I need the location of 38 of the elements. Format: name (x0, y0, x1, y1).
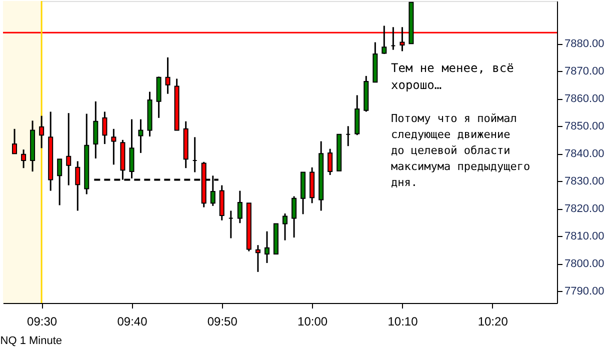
candlestick (282, 212, 288, 242)
candlestick (93, 100, 98, 160)
candlestick (292, 196, 297, 238)
y-tick-label: 7830.00 (564, 176, 604, 188)
candlestick (66, 112, 72, 186)
candlestick (328, 148, 333, 176)
candlestick (382, 25, 387, 55)
x-tick-label: 10:10 (388, 314, 418, 328)
x-tick-label: 10:00 (298, 314, 328, 328)
candlestick (111, 128, 116, 166)
x-tick-label: 09:40 (117, 314, 148, 328)
candlestick (75, 160, 80, 212)
annotation: Тем не менее, всё хорошо… (391, 61, 514, 92)
y-tick-label: 7840.00 (564, 148, 604, 160)
y-tick-label: 7790.00 (564, 286, 604, 298)
y-tick-label: 7810.00 (564, 230, 604, 243)
y-tick-label: 7860.00 (564, 93, 604, 106)
candlestick (165, 56, 170, 95)
candlestick (57, 158, 62, 206)
x-tick-label: 09:50 (207, 314, 238, 328)
candlestick (138, 118, 144, 154)
candlestick (264, 230, 270, 264)
candlestick (237, 190, 242, 224)
annotation: Потому что я поймал следующее движение до целевой области максимума предыдущего дня. (391, 112, 530, 189)
candlestick (129, 118, 134, 180)
y-tick-label: 7880.00 (564, 38, 604, 50)
y-tick-label: 7850.00 (564, 120, 604, 133)
candlestick (21, 148, 26, 169)
x-tick-label: 10:20 (478, 314, 508, 328)
y-tick-label: 7870.00 (564, 66, 604, 78)
y-tick-label: 7800.00 (564, 258, 604, 270)
candlestick (39, 115, 44, 149)
y-tick-label: 7820.00 (564, 203, 604, 216)
candlestick (12, 128, 18, 154)
candlestick (255, 244, 260, 273)
candlestick (102, 110, 108, 145)
x-tick-label: 09:30 (27, 314, 58, 328)
text: NQ 1 Minute (0, 335, 62, 347)
